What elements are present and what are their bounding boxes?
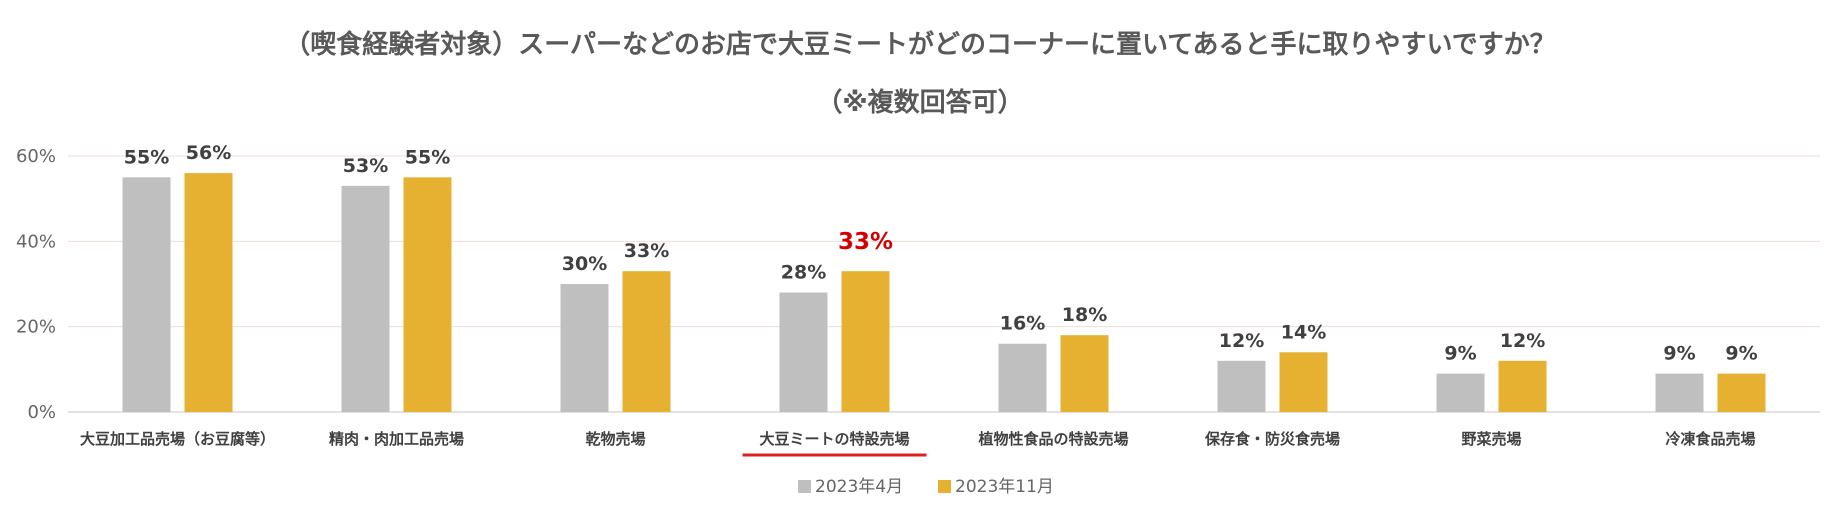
y-tick-label: 20% — [16, 317, 56, 338]
data-label: 16% — [1000, 313, 1045, 335]
bar — [1436, 373, 1485, 412]
bar — [1060, 335, 1109, 412]
bar — [403, 177, 452, 412]
data-label: 9% — [1725, 343, 1757, 365]
bar — [560, 284, 609, 412]
bar — [341, 185, 390, 412]
data-label: 55% — [124, 146, 169, 168]
x-tick-label: 大豆加工品売場（お豆腐等） — [80, 430, 275, 448]
legend-swatch — [798, 480, 811, 493]
legend-label: 2023年11月 — [955, 477, 1054, 497]
chart-title: （喫食経験者対象）スーパーなどのお店で大豆ミートがどのコーナーに置いてあると手に… — [284, 30, 1556, 60]
y-tick-label: 60% — [16, 146, 56, 167]
data-label: 33% — [838, 229, 893, 255]
legend-swatch — [938, 480, 951, 493]
bar — [998, 343, 1047, 412]
x-tick-label: 植物性食品の特設売場 — [978, 430, 1128, 448]
bar — [122, 177, 171, 412]
x-tick-label: 乾物売場 — [585, 430, 645, 448]
bar — [1655, 373, 1704, 412]
legend-label: 2023年4月 — [815, 477, 903, 497]
data-label: 12% — [1219, 330, 1264, 352]
bar — [1217, 360, 1266, 412]
data-label: 55% — [405, 146, 450, 168]
data-label: 53% — [343, 155, 388, 177]
x-tick-label: 大豆ミートの特設売場 — [759, 430, 909, 448]
bar — [622, 271, 671, 412]
x-tick-label: 冷凍食品売場 — [1665, 430, 1755, 448]
data-label: 56% — [186, 142, 231, 164]
data-label: 18% — [1062, 304, 1107, 326]
bar — [1279, 352, 1328, 412]
y-tick-label: 0% — [27, 402, 56, 423]
data-label: 28% — [781, 262, 826, 284]
y-tick-label: 40% — [16, 231, 56, 252]
data-label: 9% — [1444, 343, 1476, 365]
chart-subtitle: （※複数回答可） — [816, 88, 1024, 118]
data-label: 9% — [1663, 343, 1695, 365]
bar — [184, 173, 233, 412]
bar — [841, 271, 890, 412]
bar — [1717, 373, 1766, 412]
x-tick-label: 精肉・肉加工品売場 — [329, 430, 464, 448]
bar — [779, 292, 828, 412]
data-label: 14% — [1281, 321, 1326, 343]
x-tick-label: 保存食・防災食売場 — [1204, 430, 1340, 448]
data-label: 33% — [624, 240, 669, 262]
bar — [1498, 360, 1547, 412]
data-label: 12% — [1500, 330, 1545, 352]
data-label: 30% — [562, 253, 607, 275]
x-tick-label: 野菜売場 — [1461, 430, 1521, 448]
